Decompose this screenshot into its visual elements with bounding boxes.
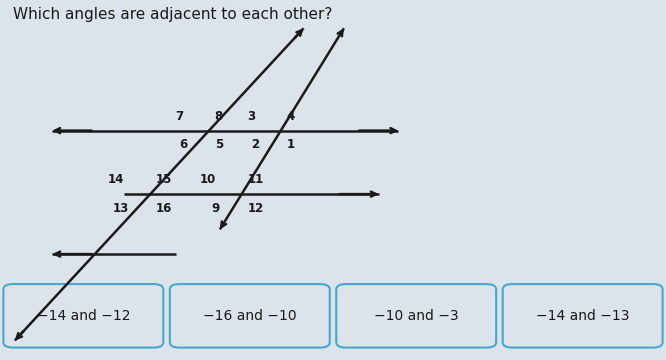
Text: 4: 4 <box>286 110 295 123</box>
Text: 8: 8 <box>214 110 223 123</box>
Text: 12: 12 <box>247 202 264 215</box>
Text: 16: 16 <box>156 202 172 215</box>
Text: 14: 14 <box>108 174 125 186</box>
Text: 9: 9 <box>212 202 220 215</box>
FancyBboxPatch shape <box>3 284 163 348</box>
FancyBboxPatch shape <box>503 284 663 348</box>
Text: 3: 3 <box>247 110 255 123</box>
Text: 2: 2 <box>251 138 259 151</box>
Text: 11: 11 <box>247 174 264 186</box>
Text: −16 and −10: −16 and −10 <box>203 309 296 323</box>
Text: 5: 5 <box>214 138 223 151</box>
Text: 10: 10 <box>200 174 216 186</box>
Text: 13: 13 <box>113 202 129 215</box>
Text: 6: 6 <box>179 138 187 151</box>
Text: −10 and −3: −10 and −3 <box>374 309 458 323</box>
Text: 1: 1 <box>286 138 294 151</box>
Text: 15: 15 <box>156 174 172 186</box>
FancyBboxPatch shape <box>170 284 330 348</box>
FancyBboxPatch shape <box>336 284 496 348</box>
Text: Which angles are adjacent to each other?: Which angles are adjacent to each other? <box>13 7 332 22</box>
Text: −14 and −13: −14 and −13 <box>536 309 629 323</box>
Text: 7: 7 <box>175 110 183 123</box>
Text: −14 and −12: −14 and −12 <box>37 309 130 323</box>
